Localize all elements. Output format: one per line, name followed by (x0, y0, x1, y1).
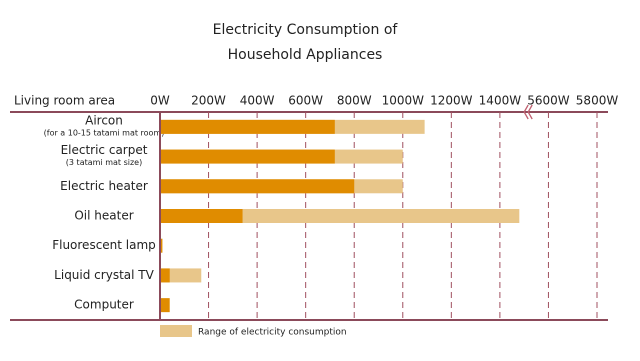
category-note: (3 tatami mat size) (66, 158, 142, 167)
category-label: Electric carpet (61, 143, 148, 157)
x-tick-label: 400W (240, 94, 275, 108)
bar (160, 179, 355, 194)
x-tick-label: 1000W (382, 94, 425, 108)
bar (160, 119, 335, 134)
legend-swatch (160, 325, 192, 337)
axis-break (523, 104, 533, 120)
bar (160, 149, 335, 164)
x-tick-label: 0W (150, 94, 170, 108)
bar (160, 268, 170, 283)
x-tick-label: 5600W (527, 94, 570, 108)
range-bar (160, 268, 202, 283)
category-note: (for a 10-15 tatami mat room) (44, 128, 165, 137)
bar (160, 298, 170, 313)
category-label: Fluorescent lamp (52, 238, 156, 252)
x-tick-label: 800W (337, 94, 372, 108)
category-label: Electric heater (60, 179, 148, 193)
chart-title: Household Appliances (228, 47, 383, 63)
category-label: Oil heater (74, 209, 133, 223)
legend-label: Range of electricity consumption (198, 328, 347, 338)
bar (160, 238, 163, 253)
x-tick-label: 600W (288, 94, 323, 108)
chart-title: Electricity Consumption of (213, 22, 399, 38)
range-bar (160, 209, 520, 223)
header-label: Living room area (14, 94, 115, 108)
category-label: Computer (74, 298, 134, 312)
x-tick-label: 1200W (430, 94, 473, 108)
x-tick-label: 5800W (576, 94, 619, 108)
x-tick-label: 1400W (479, 94, 522, 108)
category-label: Liquid crystal TV (54, 268, 154, 282)
x-tick-label: 200W (191, 94, 226, 108)
category-label: Aircon (85, 113, 123, 127)
bar (160, 209, 243, 223)
